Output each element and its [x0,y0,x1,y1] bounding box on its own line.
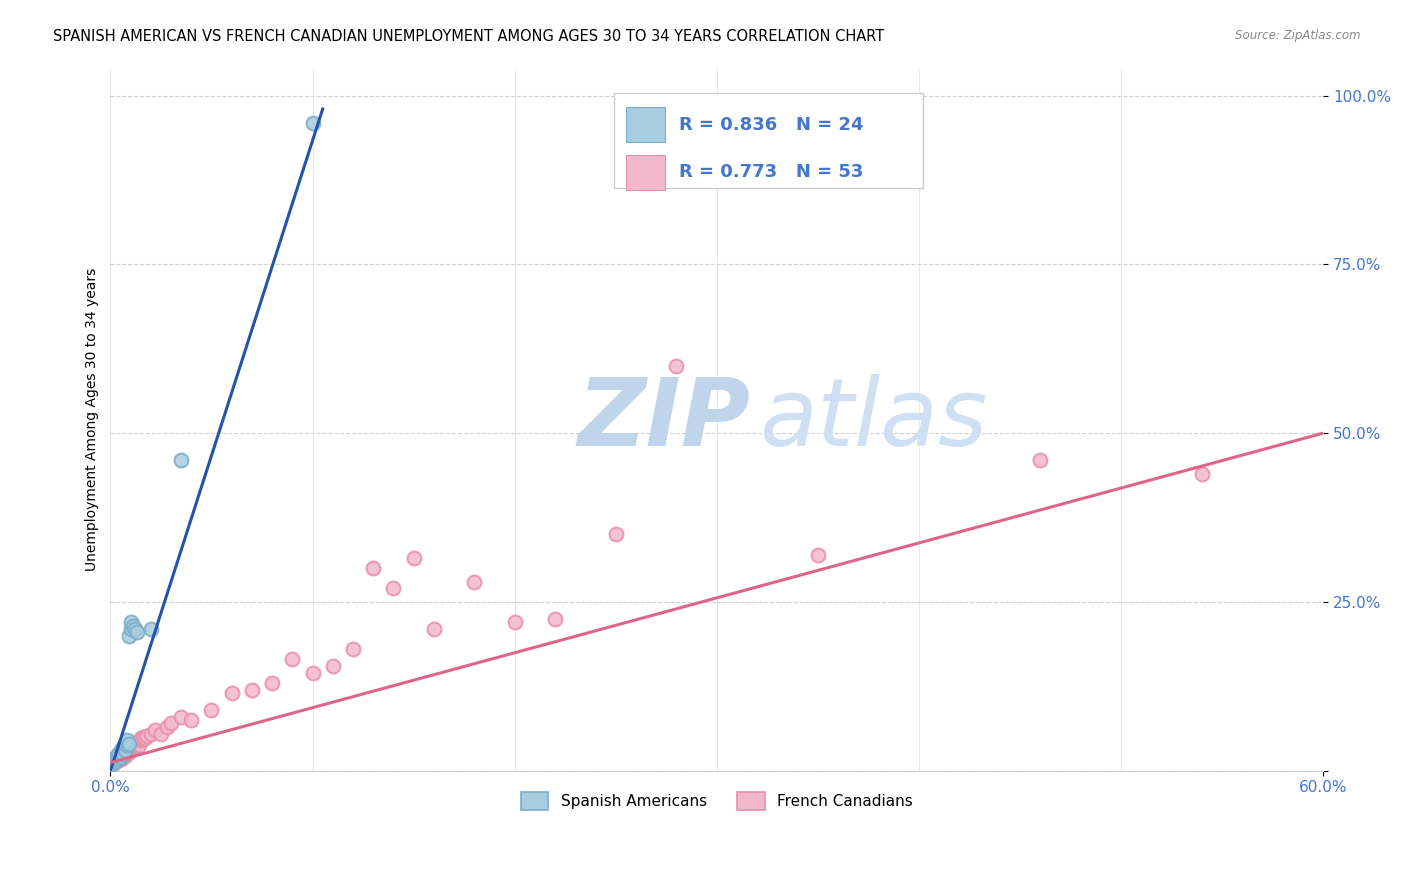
Point [117,737,139,751]
Legend: Spanish Americans, French Canadians: Spanish Americans, French Canadians [515,786,920,815]
Point [117,629,139,643]
Point [111,740,134,755]
Point [107,750,129,764]
Point [101,756,124,771]
Point [423,622,446,636]
Point [180,713,202,727]
Point [103,754,125,768]
Point [120,615,142,629]
Point [143,723,166,738]
Point [110,750,132,764]
Point [114,745,136,759]
Point [110,751,132,765]
Point [107,753,129,767]
Text: atlas: atlas [759,374,987,465]
Point [128,738,150,752]
Point [139,726,162,740]
Point [120,743,142,757]
Text: R = 0.836   N = 24: R = 0.836 N = 24 [679,116,863,134]
Point [105,754,128,768]
Point [139,622,162,636]
Point [103,756,125,770]
Point [117,745,139,759]
Point [114,737,136,751]
Text: ZIP: ZIP [578,374,751,466]
Point [132,730,155,744]
Point [124,622,146,636]
Point [114,748,136,763]
Point [125,625,148,640]
Point [105,754,128,768]
Point [807,548,830,562]
Point [170,709,193,723]
Point [605,527,627,541]
Point [101,756,124,771]
Point [200,703,222,717]
Point [322,659,344,673]
Point [301,115,323,129]
Point [503,615,526,629]
Point [160,716,183,731]
Point [120,622,142,636]
Point [665,359,688,373]
Point [361,561,384,575]
Point [120,740,142,755]
Point [402,551,425,566]
Point [125,735,148,749]
FancyBboxPatch shape [614,93,922,188]
Point [221,686,243,700]
Point [262,676,284,690]
Point [382,582,405,596]
Point [121,738,143,752]
Point [129,731,152,746]
Point [107,751,129,765]
Point [115,743,138,757]
Bar [626,107,665,142]
Point [129,733,152,747]
Bar [626,155,665,190]
Point [1191,467,1213,481]
Point [105,750,128,764]
Point [117,742,139,756]
Point [301,665,323,680]
Point [240,682,263,697]
Point [544,612,567,626]
Point [115,733,138,747]
Point [107,747,129,761]
Point [121,618,143,632]
Point [111,747,134,761]
Point [135,729,157,743]
Point [110,743,132,757]
Text: SPANISH AMERICAN VS FRENCH CANADIAN UNEMPLOYMENT AMONG AGES 30 TO 34 YEARS CORRE: SPANISH AMERICAN VS FRENCH CANADIAN UNEM… [53,29,884,44]
Point [281,652,304,666]
Point [114,743,136,757]
Point [149,726,172,740]
Point [1029,453,1052,467]
Point [111,750,134,764]
Point [463,574,485,589]
Point [115,738,138,752]
Point [124,737,146,751]
Text: Source: ZipAtlas.com: Source: ZipAtlas.com [1236,29,1361,42]
Text: R = 0.773   N = 53: R = 0.773 N = 53 [679,163,863,181]
Point [115,747,138,761]
Point [170,453,193,467]
Point [342,642,364,657]
Point [111,747,134,761]
Y-axis label: Unemployment Among Ages 30 to 34 years: Unemployment Among Ages 30 to 34 years [86,268,100,571]
Point [156,720,179,734]
Point [134,731,156,746]
Point [110,748,132,763]
